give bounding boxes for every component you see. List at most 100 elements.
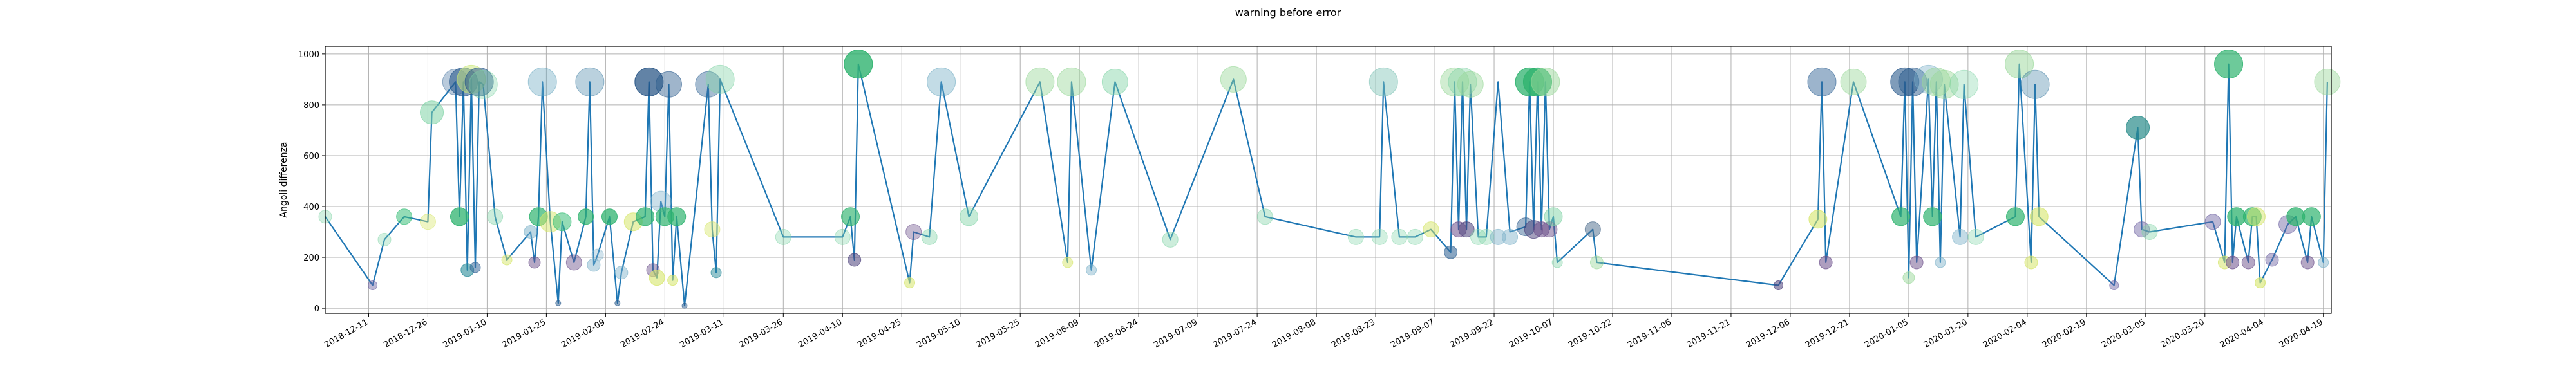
bubble-point bbox=[1406, 228, 1423, 245]
x-tick-label: 2018-12-26 bbox=[382, 317, 429, 350]
bubble-point bbox=[636, 207, 655, 226]
bubble-point bbox=[419, 214, 436, 230]
bubble-point bbox=[1967, 228, 1984, 245]
y-tick-label: 600 bbox=[303, 152, 319, 161]
bubble-point bbox=[2005, 50, 2034, 79]
x-tick-label: 2019-10-07 bbox=[1508, 317, 1555, 350]
bubble-point bbox=[704, 221, 721, 238]
x-tick-label: 2019-02-09 bbox=[560, 317, 607, 350]
x-tick-label: 2019-10-22 bbox=[1567, 317, 1614, 350]
x-tick-label: 2019-02-24 bbox=[619, 317, 666, 350]
x-tick-label: 2019-01-25 bbox=[500, 317, 547, 350]
bubble-point bbox=[1902, 271, 1915, 284]
x-tick-label: 2020-03-20 bbox=[2159, 317, 2206, 350]
bubble-point bbox=[1819, 255, 1833, 270]
bubble-point bbox=[420, 100, 444, 125]
bubble-point bbox=[1909, 255, 1924, 270]
bubble-point bbox=[710, 267, 722, 279]
bubble-point bbox=[524, 225, 538, 239]
x-tick-label: 2018-12-11 bbox=[323, 317, 370, 350]
bubble-point bbox=[1490, 228, 1506, 245]
bubble-point bbox=[1923, 207, 1942, 226]
bubble-point bbox=[634, 67, 664, 96]
bubble-point bbox=[528, 256, 541, 269]
x-tick-label: 2019-01-10 bbox=[441, 317, 488, 350]
bubble-point bbox=[1057, 67, 1086, 96]
bubble-point bbox=[705, 64, 735, 94]
bubble-point bbox=[2126, 115, 2150, 140]
bubble-point bbox=[2204, 214, 2221, 230]
y-axis-label: Angoli differenza bbox=[279, 142, 289, 217]
y-tick-label: 200 bbox=[303, 253, 319, 263]
bubble-point bbox=[469, 262, 481, 273]
x-tick-label: 2019-06-09 bbox=[1034, 317, 1081, 350]
x-tick-label: 2019-12-21 bbox=[1804, 317, 1851, 350]
bubble-point bbox=[2020, 69, 2050, 99]
x-tick-label: 2019-05-25 bbox=[974, 317, 1021, 350]
bubble-point bbox=[1162, 231, 1179, 248]
bubble-point bbox=[1807, 67, 1837, 96]
bubble-point bbox=[841, 207, 860, 226]
x-tick-label: 2020-01-05 bbox=[1863, 317, 1910, 350]
bubble-point bbox=[377, 232, 392, 246]
bubble-point bbox=[667, 275, 679, 286]
bubble-point bbox=[2265, 253, 2279, 267]
bubble-point bbox=[1256, 208, 1273, 225]
bubble-point bbox=[591, 248, 604, 261]
bubble-point bbox=[2226, 255, 2240, 270]
bubble-point bbox=[575, 67, 605, 96]
bubble-point bbox=[2314, 68, 2341, 95]
bubble-point bbox=[450, 207, 469, 226]
bubble-point bbox=[649, 270, 665, 286]
bubble-point bbox=[655, 71, 682, 98]
bubble-point bbox=[501, 254, 513, 266]
x-tick-label: 2019-07-24 bbox=[1211, 317, 1258, 350]
bubble-point bbox=[1551, 257, 1563, 268]
bubble-point bbox=[1935, 257, 1946, 268]
bubble-point bbox=[904, 277, 916, 289]
bubble-point bbox=[2246, 207, 2266, 226]
chart-title: warning before error bbox=[1235, 6, 1341, 19]
bubble-point bbox=[1929, 69, 1959, 99]
x-tick-label: 2019-09-22 bbox=[1448, 317, 1495, 350]
x-tick-label: 2019-11-06 bbox=[1626, 317, 1673, 350]
bubble-point bbox=[601, 208, 618, 225]
bubble-point bbox=[1502, 228, 1519, 245]
bubble-point bbox=[1391, 228, 1408, 245]
bubble-point bbox=[468, 69, 498, 99]
x-tick-label: 2019-07-09 bbox=[1152, 317, 1199, 350]
x-tick-label: 2019-09-07 bbox=[1389, 317, 1436, 350]
bubble-point bbox=[587, 258, 601, 272]
x-tick-label: 2019-12-06 bbox=[1745, 317, 1792, 350]
bubble-point bbox=[368, 280, 378, 291]
x-tick-label: 2019-11-21 bbox=[1685, 317, 1732, 350]
bubble-point bbox=[1025, 67, 1055, 96]
bubble-point bbox=[614, 266, 629, 280]
x-tick-label: 2020-03-05 bbox=[2100, 317, 2147, 350]
bubble-point bbox=[2302, 207, 2321, 226]
bubble-point bbox=[844, 50, 873, 79]
bubble-point bbox=[1949, 69, 1979, 99]
bubble-point bbox=[2318, 257, 2329, 268]
x-tick-label: 2019-08-23 bbox=[1330, 317, 1377, 350]
bubble-point bbox=[667, 207, 687, 226]
bubble-point bbox=[1774, 280, 1784, 291]
bubble-point bbox=[681, 302, 688, 309]
y-tick-label: 800 bbox=[303, 101, 319, 111]
bubble-point bbox=[1062, 257, 1074, 268]
bubble-point bbox=[2141, 224, 2158, 241]
x-tick-label: 2019-04-10 bbox=[797, 317, 844, 350]
bubble-point bbox=[1101, 68, 1128, 95]
bubble-point bbox=[1368, 67, 1398, 96]
x-tick-label: 2019-06-24 bbox=[1093, 317, 1140, 350]
bubble-point bbox=[1423, 221, 1439, 238]
bubble-point bbox=[1840, 68, 1867, 95]
bubble-point bbox=[2214, 50, 2244, 79]
x-tick-label: 2020-04-04 bbox=[2219, 317, 2266, 350]
bubble-point bbox=[1531, 67, 1560, 96]
bubble-point bbox=[1458, 221, 1475, 238]
bubble-point bbox=[487, 208, 504, 225]
bubble-point bbox=[1448, 67, 1477, 96]
bubble-point bbox=[464, 67, 494, 96]
